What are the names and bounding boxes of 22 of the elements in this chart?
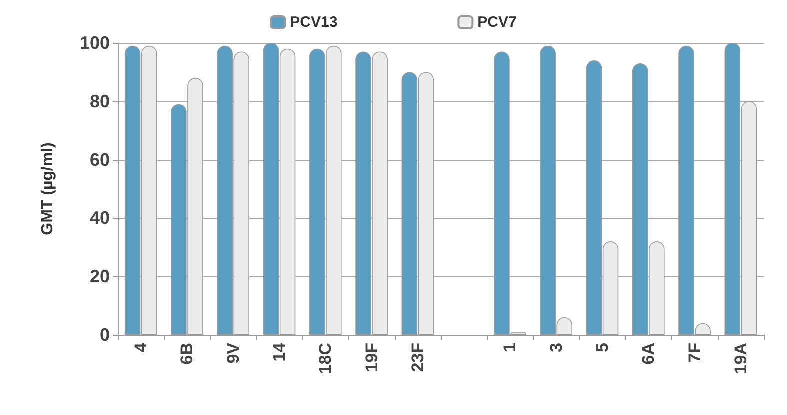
x-tick-label: 9V bbox=[224, 342, 243, 364]
x-tick-label: 23F bbox=[408, 343, 428, 372]
x-tick-label: 6B bbox=[178, 343, 197, 365]
y-tick-label: 0 bbox=[100, 325, 110, 345]
x-tick-label: 5 bbox=[593, 343, 612, 352]
y-tick-label: 40 bbox=[90, 208, 110, 228]
y-tick-label: 100 bbox=[80, 33, 110, 53]
x-tick-label: 3 bbox=[546, 343, 566, 352]
x-tick-label: 19F bbox=[362, 343, 382, 372]
y-tick-label: 60 bbox=[90, 150, 110, 170]
y-tick-label: 20 bbox=[90, 266, 110, 287]
x-tick-label: 19A bbox=[731, 343, 750, 374]
x-tick-label: 1 bbox=[500, 343, 520, 352]
x-tick-label: 14 bbox=[270, 342, 289, 362]
legend-label: PCV7 bbox=[478, 14, 517, 31]
x-tick-label: 4 bbox=[132, 342, 151, 352]
y-tick-label: 80 bbox=[90, 91, 110, 112]
x-tick-label: 6A bbox=[639, 343, 658, 365]
x-tick-label: 18C bbox=[316, 343, 336, 374]
legend-label: PCV13 bbox=[290, 14, 338, 31]
x-tick-label: 7F bbox=[685, 343, 704, 363]
y-axis-title: GMT (µg/ml) bbox=[40, 142, 56, 236]
